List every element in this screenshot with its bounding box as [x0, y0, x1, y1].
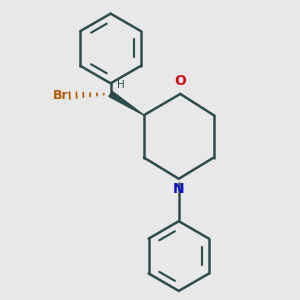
Text: O: O [174, 74, 186, 88]
Polygon shape [109, 92, 144, 115]
Text: Br: Br [53, 89, 68, 102]
Text: H: H [117, 80, 125, 91]
Text: N: N [173, 182, 184, 197]
